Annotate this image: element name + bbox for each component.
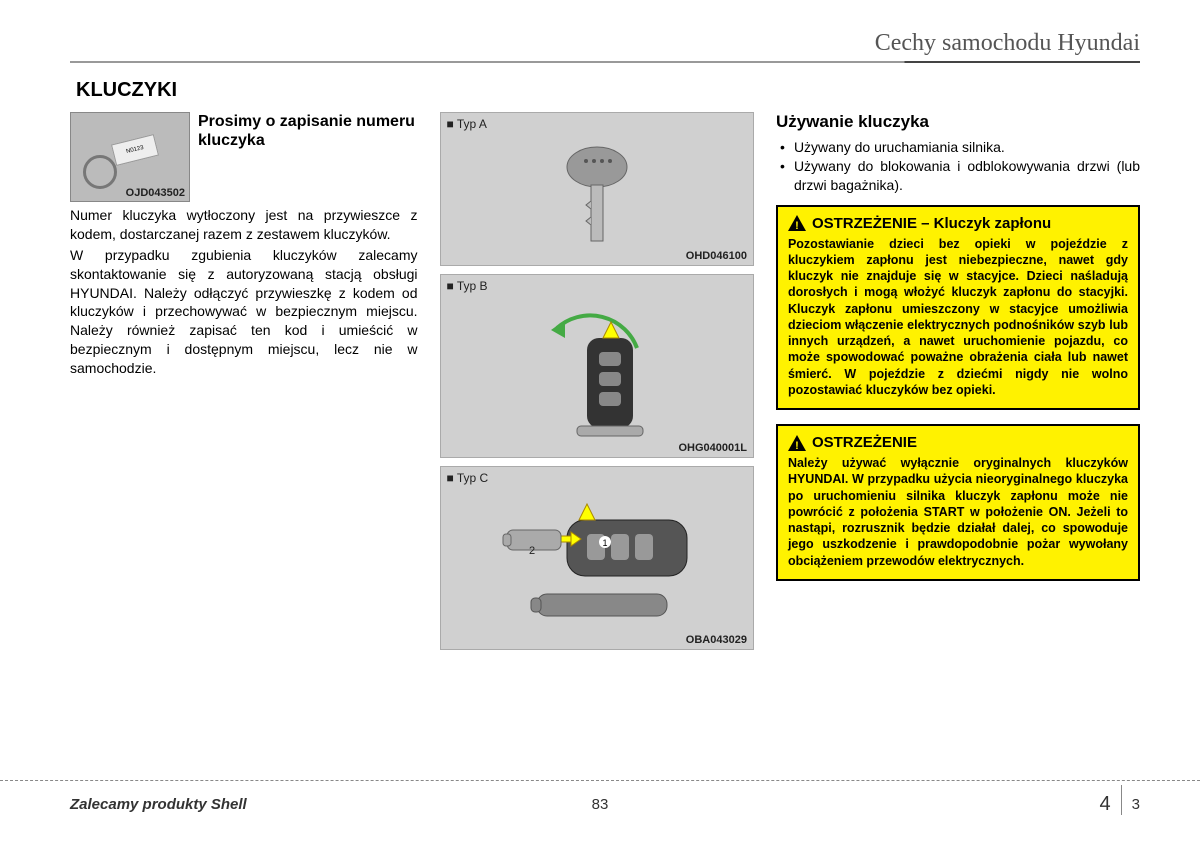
left-para2: W przypadku zgubienia kluczyków zalecamy… [70, 246, 418, 378]
bullet-1-text: Używany do uruchamiania silnika. [794, 138, 1005, 157]
left-subhead: Prosimy o zapisanie numeru kluczyka [198, 112, 418, 150]
bullet-2: • Używany do blokowania i odblokowywania… [780, 157, 1140, 195]
footer: Zalecamy produkty Shell 83 4 3 [0, 780, 1200, 819]
key-a-icon [512, 141, 682, 251]
figure-b-label: ■ Typ B [447, 279, 747, 293]
header-rule [70, 61, 1140, 63]
left-para1: Numer kluczyka wytłoczony jest na przywi… [70, 206, 418, 244]
bullet-2-text: Używany do blokowania i odblokowywania d… [794, 157, 1140, 195]
footer-page: 3 [1132, 796, 1140, 813]
warning-box-1: ! OSTRZEŻENIE – Kluczyk zapłonu Pozostaw… [776, 205, 1140, 411]
footer-section: 4 [1100, 793, 1111, 816]
key-c-icon: 1 2 [477, 490, 717, 640]
svg-text:1: 1 [602, 538, 607, 548]
svg-text:!: ! [795, 440, 799, 451]
svg-text:2: 2 [529, 545, 535, 557]
figure-type-b: ■ Typ B OHG040001L [440, 274, 754, 458]
warning2-text: Należy używać wyłącznie oryginalnych klu… [788, 455, 1128, 569]
warning-box-2: ! OSTRZEŻENIE Należy używać wyłącznie or… [776, 424, 1140, 581]
warning2-title: OSTRZEŻENIE [812, 434, 917, 451]
right-subhead: Używanie kluczyka [776, 112, 1140, 132]
warning1-title: OSTRZEŻENIE – Kluczyk zapłonu [812, 215, 1051, 232]
warning1-text: Pozostawianie dzieci bez opieki w pojeźd… [788, 236, 1128, 399]
figure-type-c: ■ Typ C 1 2 [440, 466, 754, 650]
footer-center-page: 83 [592, 796, 609, 813]
footer-left: Zalecamy produkty Shell [70, 796, 247, 813]
figure-c-label: ■ Typ C [447, 471, 747, 485]
bullet-1: • Używany do uruchamiania silnika. [780, 138, 1140, 157]
warning-icon: ! [788, 435, 806, 451]
figure-a-label: ■ Typ A [447, 117, 747, 131]
key-b-icon [487, 298, 707, 448]
section-title: KLUCZYKI [76, 79, 1140, 102]
figure-type-a: ■ Typ A OHD046100 [440, 112, 754, 266]
image-code: OJD043502 [126, 187, 185, 199]
header-title: Cechy samochodu Hyundai [875, 30, 1140, 57]
figure-b-code: OHG040001L [678, 442, 746, 454]
keytag-image: N0123 OJD043502 [70, 112, 190, 202]
figure-c-code: OBA043029 [686, 634, 747, 646]
warning-icon: ! [788, 215, 806, 231]
svg-text:!: ! [795, 220, 799, 231]
figure-a-code: OHD046100 [686, 250, 747, 262]
